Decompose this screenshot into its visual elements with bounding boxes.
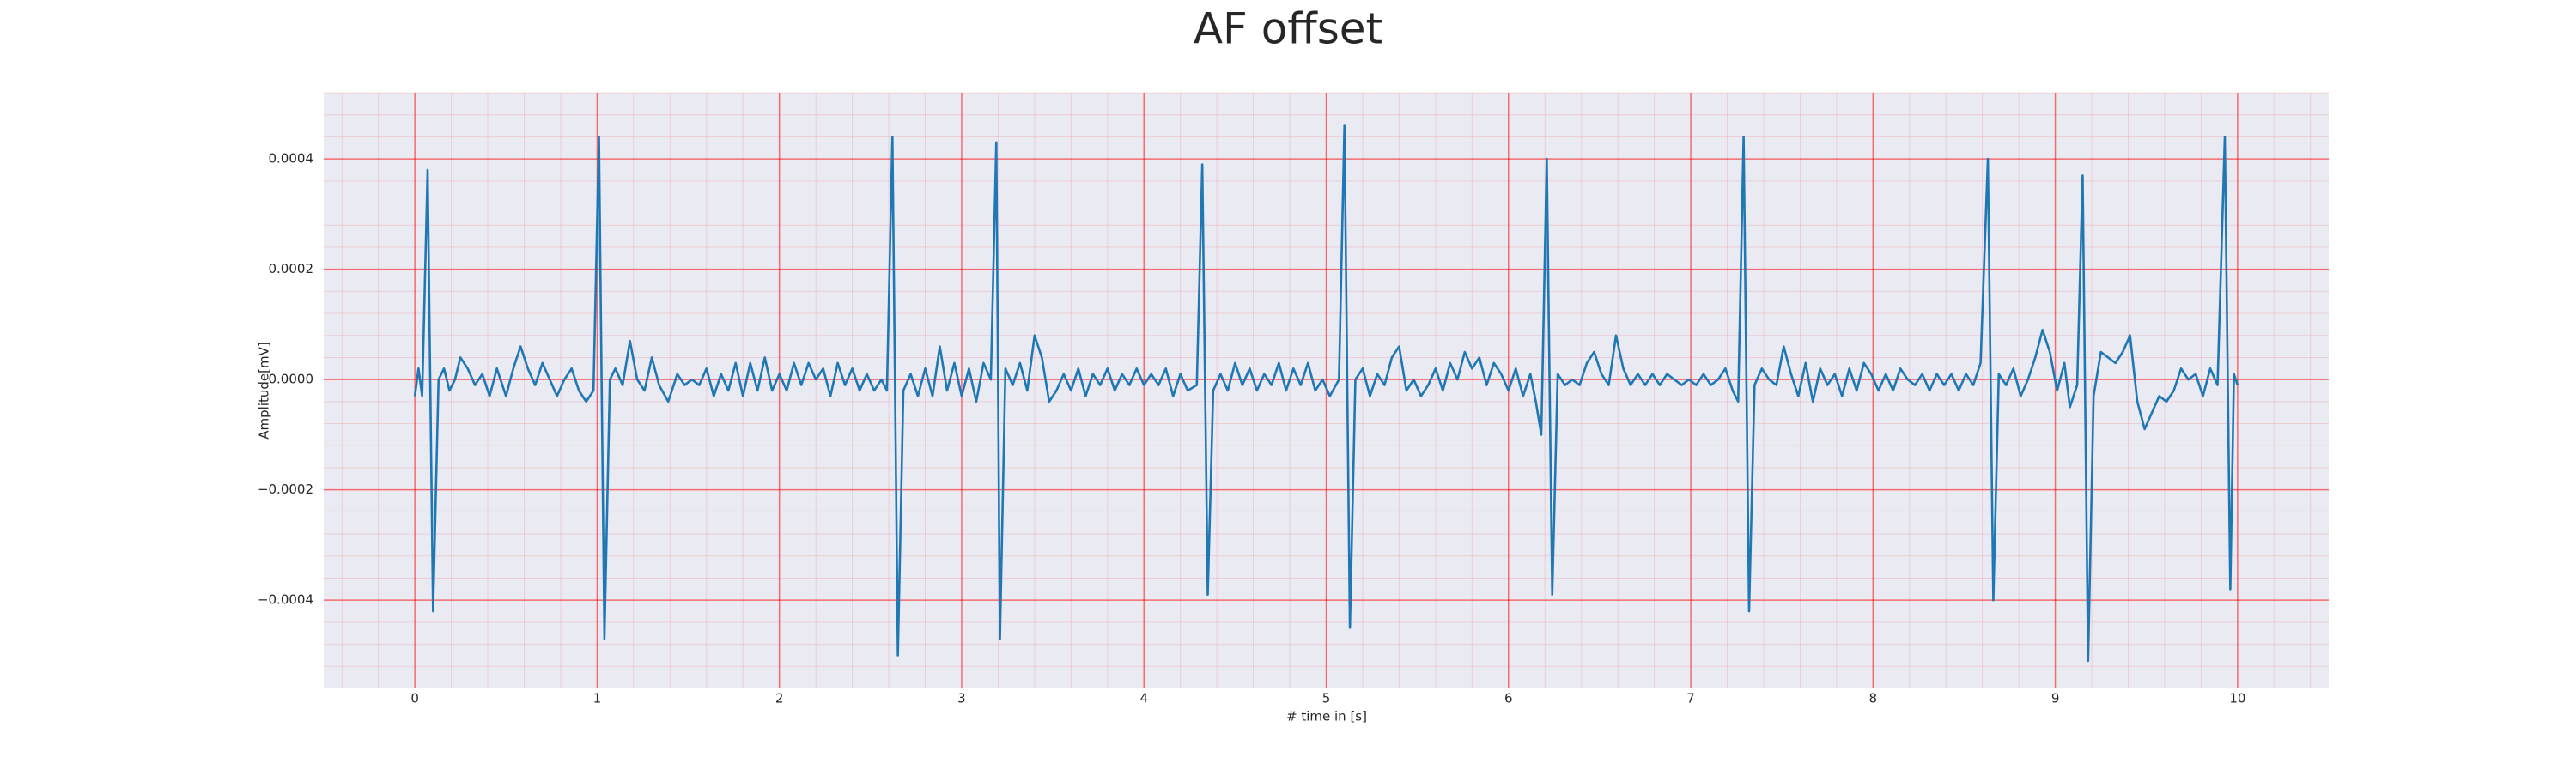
x-tick-label: 5 xyxy=(1322,691,1331,706)
x-tick-label: 6 xyxy=(1504,691,1513,706)
y-tick-label: 0.0002 xyxy=(269,261,314,276)
x-tick-label: 0 xyxy=(410,691,419,706)
x-tick-label: 4 xyxy=(1139,691,1148,706)
x-tick-label: 2 xyxy=(775,691,784,706)
x-tick-label: 7 xyxy=(1686,691,1695,706)
x-tick-label: 10 xyxy=(2229,691,2245,706)
y-tick-label: 0.0004 xyxy=(269,151,314,167)
y-tick-label: 0.0000 xyxy=(269,372,314,387)
y-tick-label: −0.0004 xyxy=(258,592,313,608)
x-tick-label: 1 xyxy=(593,691,602,706)
y-tick-label: −0.0002 xyxy=(258,482,313,497)
x-tick-label: 9 xyxy=(2051,691,2060,706)
x-tick-label: 8 xyxy=(1869,691,1878,706)
x-axis-label: # time in [s] xyxy=(1286,709,1367,724)
y-axis-label: Amplitude[mV] xyxy=(257,342,272,439)
x-tick-label: 3 xyxy=(957,691,966,706)
chart-title: AF offset xyxy=(1194,4,1382,54)
signal-line xyxy=(413,124,2239,663)
